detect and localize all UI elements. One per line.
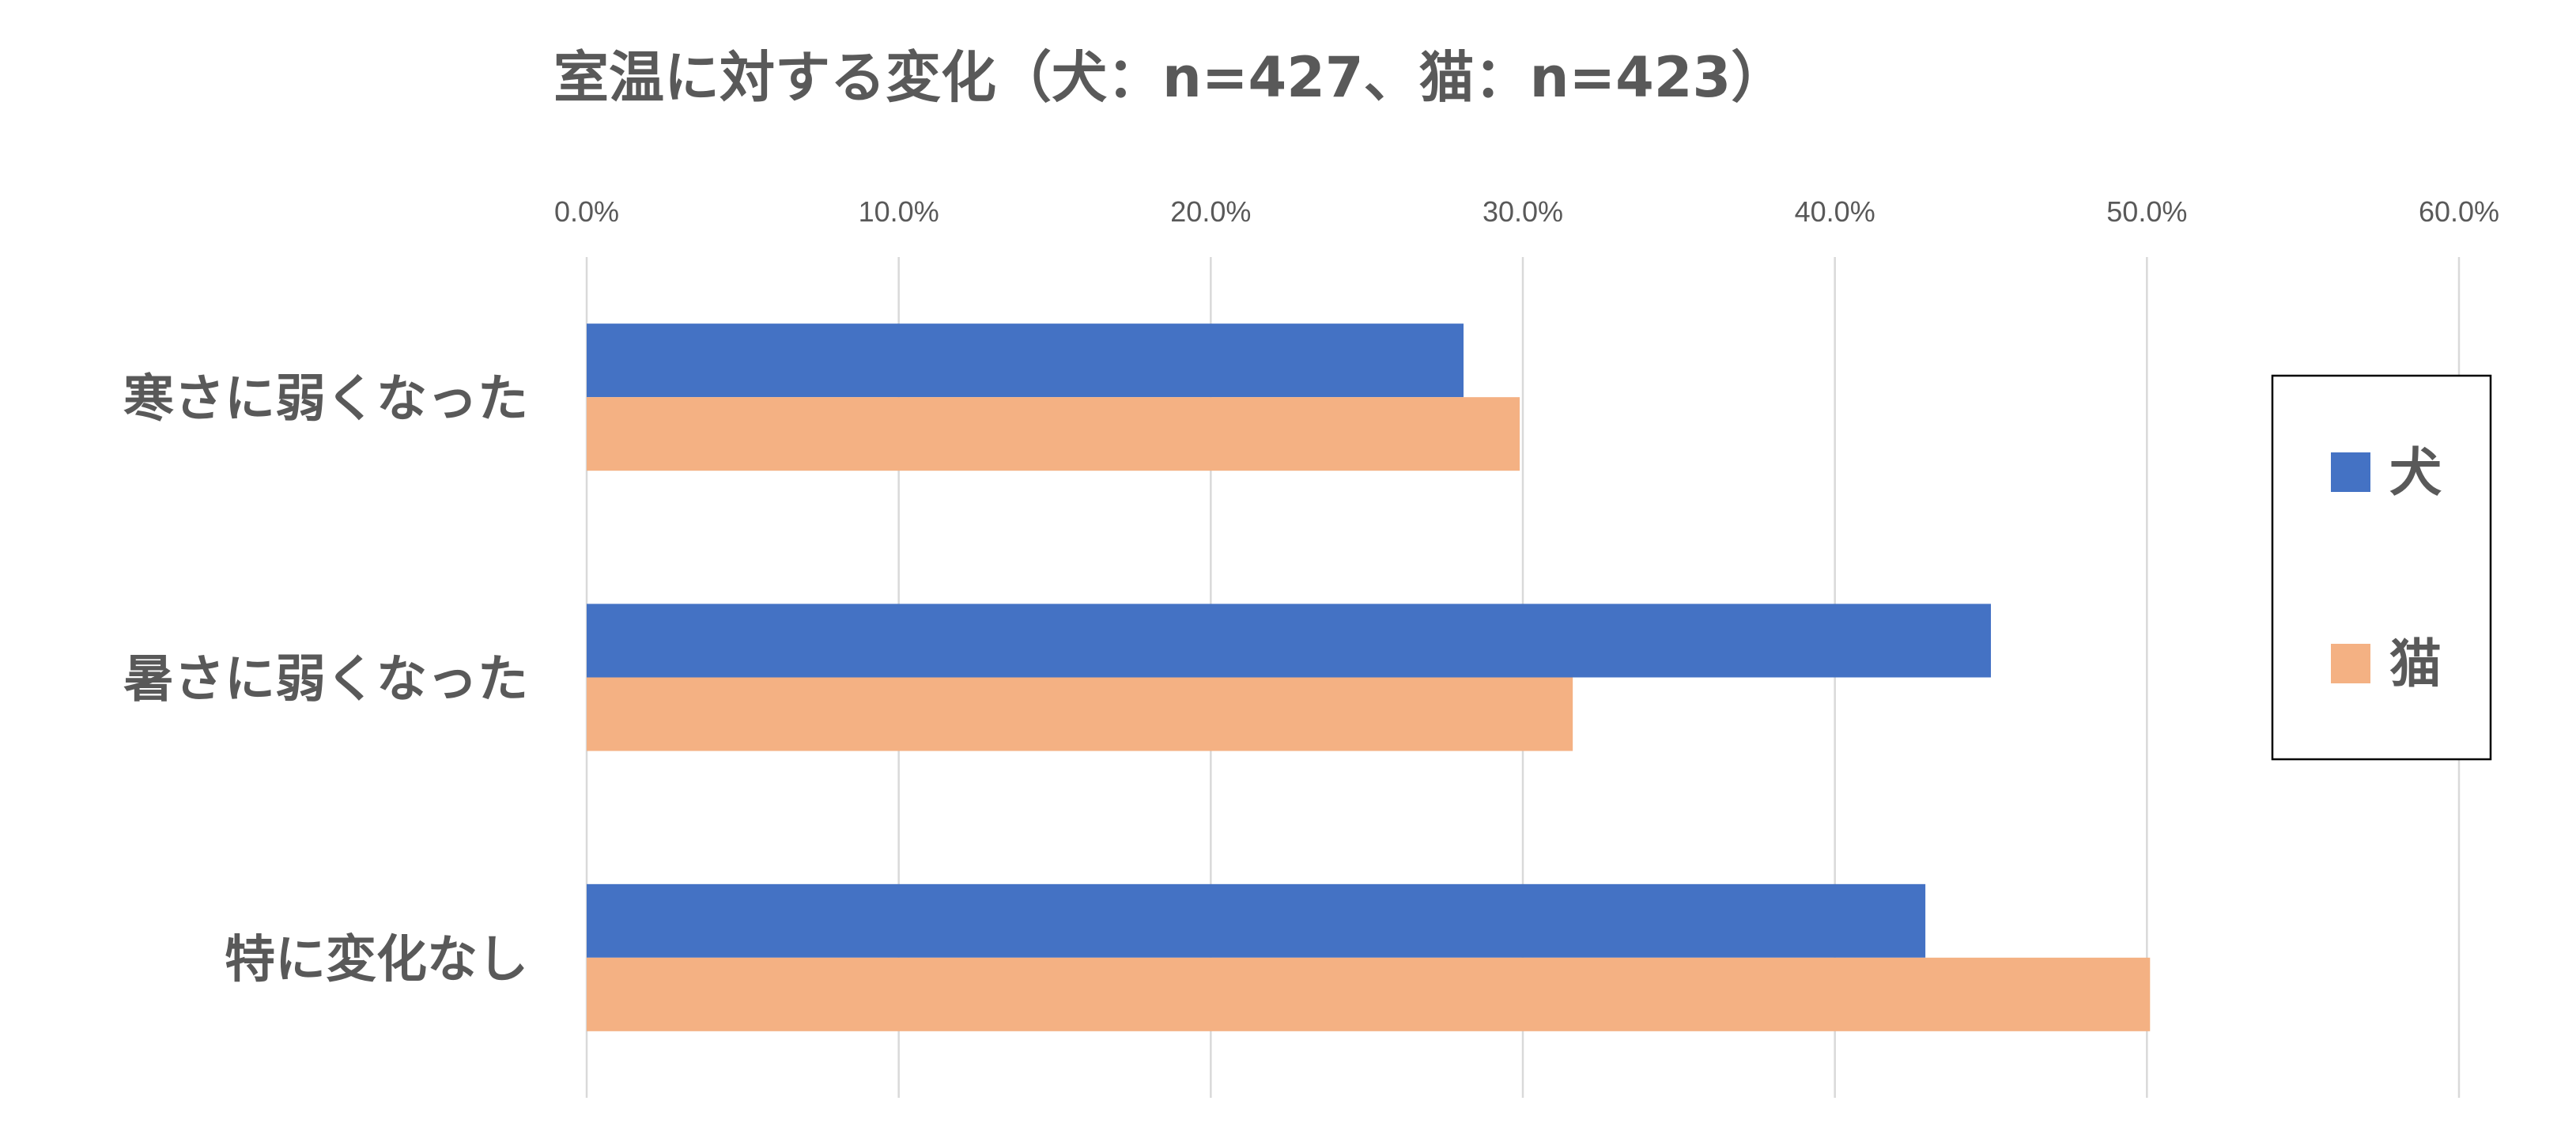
category-label: 暑さに弱くなった	[123, 651, 528, 709]
axis-tick-labels: 0.0% 10.0% 20.0% 30.0% 40.0% 50.0% 60.0%	[554, 195, 2499, 228]
x-tick-label: 60.0%	[2419, 195, 2499, 228]
legend: 犬 猫	[2271, 374, 2492, 761]
bar	[587, 323, 1464, 398]
x-tick-label: 10.0%	[859, 195, 939, 228]
legend-swatch-cat	[2331, 644, 2370, 683]
bar	[587, 603, 1991, 678]
bars	[587, 323, 2151, 1031]
legend-frame	[2271, 374, 2492, 761]
x-tick-label: 0.0%	[554, 195, 619, 228]
category-label: 寒さに弱くなった	[123, 370, 528, 429]
bar	[587, 677, 1573, 751]
bar	[587, 957, 2151, 1031]
x-tick-label: 40.0%	[1795, 195, 1875, 228]
legend-label-cat: 猫	[2389, 634, 2442, 694]
legend-swatch-dog	[2331, 452, 2370, 492]
x-tick-label: 30.0%	[1483, 195, 1563, 228]
x-tick-label: 20.0%	[1170, 195, 1251, 228]
category-label: 特に変化なし	[225, 931, 528, 989]
x-tick-label: 50.0%	[2106, 195, 2187, 228]
legend-label-dog: 犬	[2389, 442, 2442, 503]
chart-title: 室温に対する変化（犬：n=427、猫：n=423）	[553, 45, 1786, 110]
bar	[587, 883, 1926, 958]
bar	[587, 397, 1520, 471]
